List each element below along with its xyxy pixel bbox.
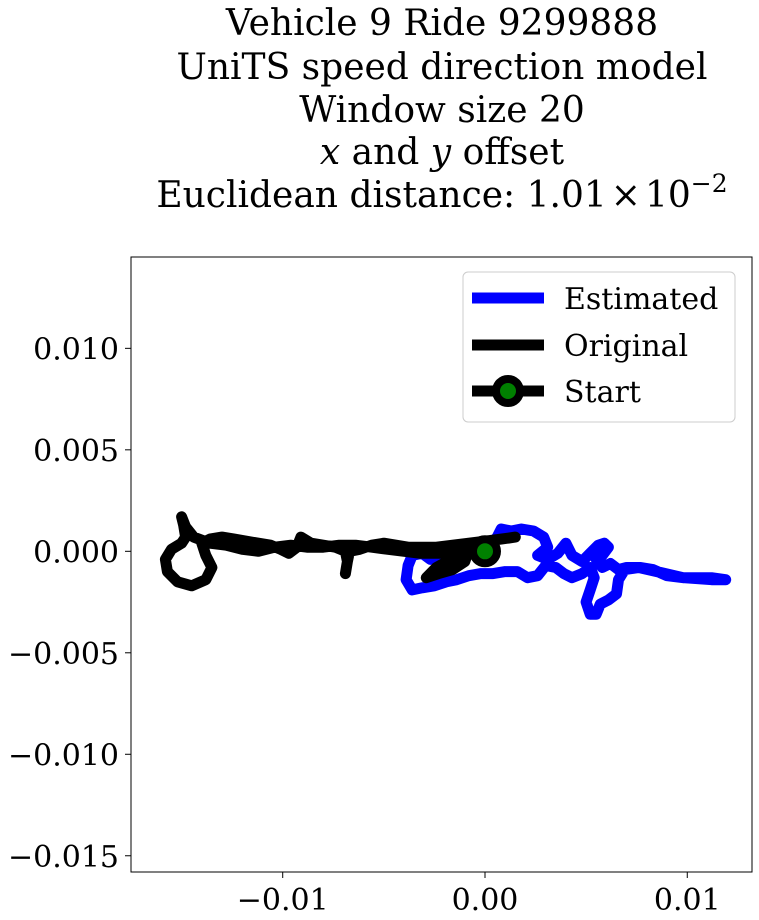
y-axis: 0.010 0.005 0.000 −0.005 −0.010 −0.015 — [8, 332, 131, 875]
title-y-variable: y — [429, 132, 452, 173]
title-distance-base: 10 — [645, 175, 691, 216]
legend-box — [462, 271, 736, 423]
y-tick-label: −0.010 — [8, 738, 119, 773]
title-and-text: and — [340, 132, 431, 173]
series-line-estimated — [400, 523, 732, 620]
title-distance-exponent: −2 — [691, 169, 728, 198]
series-line-original — [159, 511, 521, 592]
legend-original-label: Original — [564, 329, 688, 364]
y-tick-label: −0.005 — [8, 637, 119, 672]
y-tick-label: 0.010 — [33, 332, 119, 367]
title-line-5: Euclidean distance: 1.01 × 10−2 — [156, 169, 727, 216]
legend-estimated-label: Estimated — [564, 282, 718, 317]
title-distance-prefix: Euclidean distance: — [156, 175, 526, 216]
title-distance-mantissa: 1.01 — [527, 175, 607, 216]
legend: Estimated Original Start — [462, 271, 736, 423]
x-tick-label: 0.00 — [452, 883, 519, 918]
title-offset-text: offset — [451, 132, 564, 173]
start-marker — [469, 535, 501, 568]
series-layer — [159, 511, 732, 620]
title-line-3: Window size 20 — [299, 90, 585, 131]
title-x-variable: x — [320, 132, 340, 173]
title-distance-times: × — [611, 175, 641, 216]
title-line-1: Vehicle 9 Ride 9299888 — [225, 3, 658, 44]
x-tick-label: −0.01 — [237, 883, 329, 918]
y-tick-label: 0.000 — [33, 535, 119, 570]
x-axis: −0.01 0.00 0.01 — [237, 872, 721, 918]
x-tick-label: 0.01 — [654, 883, 721, 918]
chart-title: Vehicle 9 Ride 9299888 UniTS speed direc… — [156, 3, 727, 216]
legend-start-label: Start — [564, 375, 641, 410]
title-line-2: UniTS speed direction model — [177, 47, 708, 88]
y-tick-label: −0.015 — [8, 840, 119, 875]
plot-frame — [130, 256, 753, 873]
title-line-4: x and y offset — [320, 132, 565, 173]
legend-start-marker — [492, 375, 524, 407]
y-tick-label: 0.005 — [33, 434, 119, 469]
